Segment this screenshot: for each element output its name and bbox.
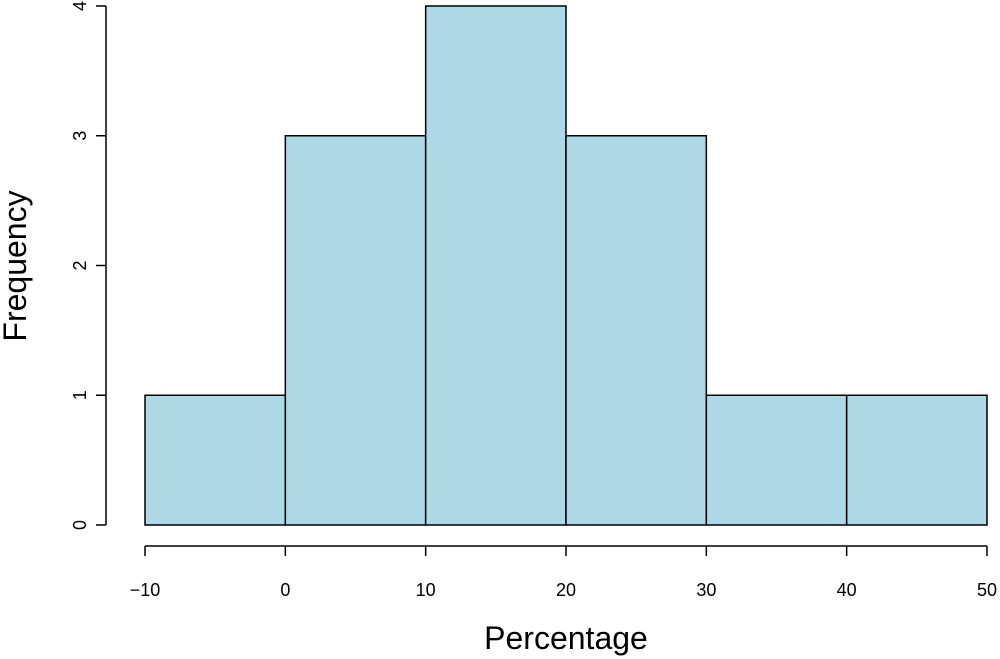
x-tick-label: 30 <box>696 580 716 600</box>
y-tick-label: 4 <box>70 1 90 11</box>
histogram-bar-5 <box>845 394 988 526</box>
y-axis: 0 1 2 3 4 <box>70 1 107 530</box>
bars-group <box>144 5 988 526</box>
y-tick-label: 2 <box>70 260 90 270</box>
x-tick-label: 10 <box>416 580 436 600</box>
histogram-bar-2 <box>424 5 567 526</box>
histogram-bar-3 <box>565 135 708 526</box>
x-axis-title: Percentage <box>484 620 648 656</box>
y-tick-label: 1 <box>70 390 90 400</box>
y-axis-title: Frequency <box>0 190 33 341</box>
y-tick-label: 3 <box>70 131 90 141</box>
histogram-bar-4 <box>705 394 848 526</box>
x-tick-label: 40 <box>837 580 857 600</box>
x-axis: −10 0 10 20 30 40 50 <box>130 545 997 600</box>
histogram-bar-1 <box>284 135 427 526</box>
x-tick-label: −10 <box>130 580 161 600</box>
x-tick-label: 20 <box>556 580 576 600</box>
x-tick-label: 0 <box>280 580 290 600</box>
y-tick-label: 0 <box>70 520 90 530</box>
x-tick-label: 50 <box>977 580 997 600</box>
histogram-bar-0 <box>144 394 287 526</box>
